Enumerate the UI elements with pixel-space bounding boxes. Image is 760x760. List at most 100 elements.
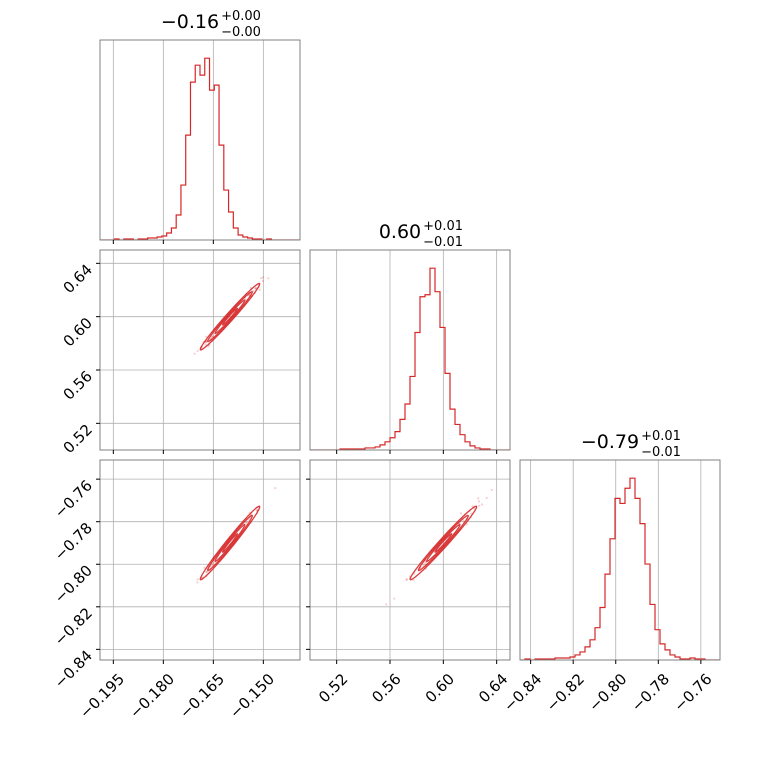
- contour-2: [417, 514, 469, 572]
- sample-point: [254, 287, 257, 290]
- panel-1-0: 0.52 0.56 0.60 0.64: [60, 249, 301, 457]
- sample-point: [385, 603, 388, 606]
- sample-point: [204, 343, 207, 346]
- sample-point: [205, 335, 208, 338]
- title-plus-2: +0.01: [641, 429, 681, 444]
- x-tick-label: 0.52: [315, 670, 351, 706]
- y-tick-label: 0.60: [60, 314, 96, 350]
- sample-point: [485, 496, 488, 500]
- sample-point: [193, 352, 196, 355]
- contour-2: [207, 514, 253, 572]
- sample-point: [478, 504, 481, 507]
- sample-point: [245, 521, 248, 524]
- title-minus-0: −0.00: [221, 25, 261, 40]
- sample-point: [405, 578, 408, 581]
- title-1: 0.60: [379, 221, 421, 243]
- sample-point: [477, 497, 480, 500]
- sample-point: [261, 276, 265, 279]
- panel-frame: [99, 39, 301, 241]
- sample-point: [470, 512, 473, 515]
- sample-point: [471, 505, 474, 508]
- x-tick-label: −0.150: [226, 670, 278, 722]
- contour-1: [214, 299, 246, 334]
- x-tick-label: 0.56: [368, 670, 404, 706]
- scatter-1-0: [193, 276, 270, 355]
- panel-frame: [519, 459, 721, 661]
- contour-0: [434, 533, 453, 553]
- sample-point: [260, 277, 263, 280]
- y-tick-label: 0.64: [60, 261, 96, 297]
- sample-point: [207, 345, 210, 348]
- x-tick-label: −0.78: [628, 670, 673, 715]
- scatter-2-1: [385, 488, 493, 606]
- x-tick-label: −0.82: [543, 670, 588, 715]
- panel-2-1: 0.52 0.56 0.60 0.64: [306, 459, 511, 706]
- panel-frame: [309, 459, 511, 661]
- sample-point: [480, 503, 484, 506]
- histogram-0: [100, 57, 300, 240]
- sample-point: [393, 597, 396, 600]
- x-tick-label: −0.165: [176, 670, 228, 722]
- title-0: −0.16: [161, 11, 219, 33]
- sample-point: [258, 288, 261, 291]
- histogram-1: [310, 267, 510, 450]
- sample-point: [204, 570, 208, 574]
- title-minus-2: −0.01: [641, 445, 681, 460]
- title-plus-1: +0.01: [423, 219, 463, 234]
- panel-frame: [99, 459, 301, 661]
- sample-point: [267, 277, 270, 280]
- sample-point: [274, 487, 277, 490]
- panel-1-1: [309, 249, 511, 454]
- contour-0: [221, 307, 239, 326]
- contour-2: [207, 291, 253, 343]
- x-tick-label: −0.195: [76, 670, 128, 722]
- y-tick-label: −0.82: [51, 604, 96, 649]
- contour-3: [409, 505, 478, 581]
- panel-frame: [99, 249, 301, 451]
- x-tick-label: −0.84: [500, 670, 545, 715]
- contour-3: [199, 505, 261, 581]
- sample-point: [245, 521, 248, 524]
- sample-point: [254, 287, 257, 290]
- x-tick-label: −0.76: [670, 670, 715, 715]
- sample-point: [490, 488, 493, 492]
- scatter-2-0: [196, 487, 277, 584]
- sample-point: [412, 579, 415, 582]
- sample-point: [196, 581, 199, 584]
- sample-point: [477, 500, 481, 503]
- sample-point: [203, 566, 206, 569]
- sample-point: [462, 520, 465, 523]
- x-tick-label: 0.60: [422, 670, 458, 706]
- histogram-2: [520, 477, 720, 660]
- contour-1: [426, 523, 461, 563]
- title-2: −0.79: [581, 431, 639, 453]
- contour-3: [199, 282, 261, 351]
- sample-point: [210, 335, 213, 338]
- x-tick-label: −0.80: [585, 670, 630, 715]
- panel-2-0: −0.195−0.180−0.165−0.150−0.84−0.82−0.80−…: [51, 459, 301, 722]
- sample-point: [196, 349, 199, 353]
- title-plus-0: +0.00: [221, 9, 261, 24]
- sample-point: [261, 279, 265, 283]
- panel-2-2: −0.84−0.82−0.80−0.78−0.76: [500, 459, 721, 715]
- y-tick-label: −0.80: [51, 562, 96, 607]
- sample-point: [424, 562, 427, 565]
- contour-0: [221, 533, 239, 553]
- sample-point: [206, 570, 209, 574]
- y-tick-label: 0.52: [60, 421, 96, 457]
- sample-point: [459, 512, 463, 515]
- contour-1: [214, 523, 246, 563]
- sample-point: [423, 563, 426, 566]
- x-tick-label: −0.180: [126, 670, 178, 722]
- y-tick-label: 0.56: [60, 367, 96, 403]
- panel-0-0: [99, 39, 301, 244]
- title-minus-1: −0.01: [423, 235, 463, 250]
- sample-point: [196, 578, 199, 581]
- y-tick-label: −0.78: [51, 519, 96, 564]
- y-tick-label: −0.84: [51, 647, 96, 692]
- sample-point: [211, 334, 214, 338]
- panel-frame: [309, 249, 511, 451]
- y-tick-label: −0.76: [51, 476, 96, 521]
- sample-point: [211, 563, 215, 566]
